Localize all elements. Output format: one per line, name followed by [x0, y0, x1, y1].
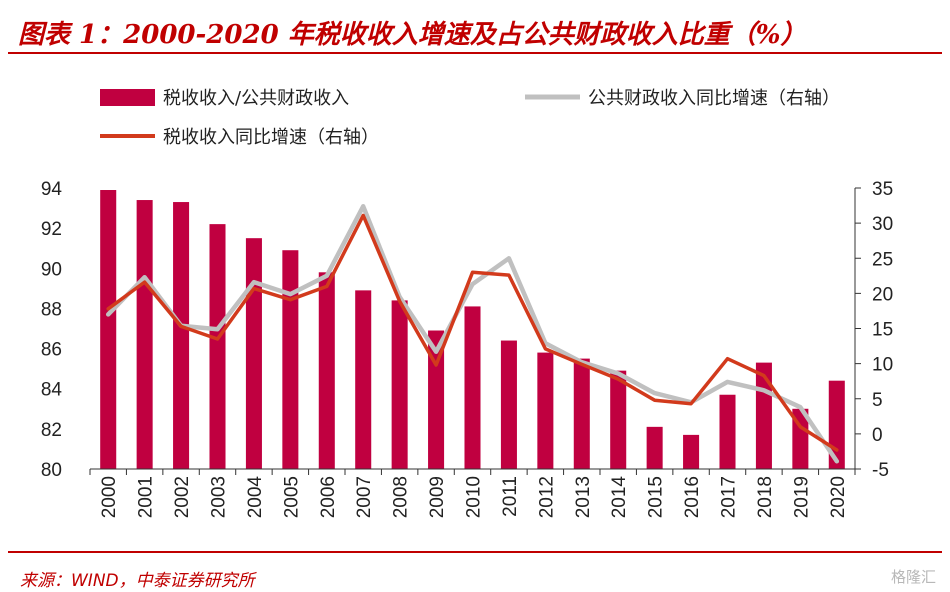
left-tick-label: 92	[41, 219, 62, 240]
right-tick-label: -5	[872, 460, 889, 481]
bar-2000	[100, 190, 117, 469]
left-tick-label: 90	[41, 259, 62, 280]
x-tick-label: 2008	[391, 476, 412, 518]
bar-2007	[355, 290, 372, 469]
left-tick-label: 88	[41, 299, 62, 320]
x-tick-label: 2016	[682, 476, 703, 518]
bar-2012	[537, 352, 554, 469]
x-tick-label: 2005	[281, 476, 302, 518]
chart: 税收收入/公共财政收入 公共财政收入同比增速（右轴） 税收收入同比增速（右轴） …	[41, 88, 893, 518]
x-tick-label: 2002	[172, 476, 193, 518]
bar-2015	[646, 426, 663, 469]
line-series	[105, 204, 840, 464]
x-tick-label: 2004	[245, 476, 266, 519]
x-tick-label: 2003	[209, 476, 230, 518]
x-tick-label: 2001	[136, 476, 157, 518]
tick-labels: 80 82 84 86 88 90 92 94 -5 0 5 10 15 20 25 30 35 2000 2001…	[41, 179, 893, 518]
left-tick-label: 80	[41, 460, 62, 481]
watermark: 格隆汇	[890, 568, 936, 586]
x-tick-label: 2007	[354, 476, 375, 518]
bar-2017	[719, 394, 736, 469]
left-tick-label: 94	[41, 179, 63, 200]
bar-2009	[428, 330, 445, 469]
x-tick-label: 2006	[318, 476, 339, 518]
bar-2001	[136, 200, 153, 470]
x-tick-label: 2019	[791, 476, 812, 518]
left-tick-label: 86	[41, 340, 62, 361]
bar-2008	[391, 300, 408, 469]
bar-2011	[500, 340, 517, 469]
bar-2013	[573, 358, 590, 469]
x-tick-label: 2014	[609, 476, 630, 519]
x-tick-label: 2012	[536, 476, 557, 518]
legend-swatch-ratio	[100, 89, 155, 106]
x-tick-label: 2009	[427, 476, 448, 518]
title-rule	[8, 52, 942, 54]
legend: 税收收入/公共财政收入 公共财政收入同比增速（右轴） 税收收入同比增速（右轴）	[100, 88, 840, 148]
right-tick-label: 25	[872, 249, 893, 270]
right-tick-label: 15	[872, 320, 893, 341]
right-tick-label: 0	[872, 425, 883, 446]
x-tick-label: 2018	[755, 476, 776, 518]
right-tick-label: 10	[872, 355, 893, 376]
x-tick-label: 2011	[500, 476, 521, 517]
x-tick-label: 2010	[464, 476, 485, 518]
x-tick-label: 2020	[828, 476, 849, 518]
right-tick-label: 20	[872, 284, 893, 305]
bar-2014	[610, 370, 627, 469]
right-tick-label: 35	[872, 179, 893, 200]
bar-2010	[464, 306, 481, 469]
bar-2006	[318, 272, 335, 469]
line-fiscal-revenue-growth	[105, 204, 840, 464]
footer-rule	[8, 551, 942, 553]
bar-2016	[683, 434, 700, 469]
x-tick-label: 2015	[646, 476, 667, 518]
x-tick-label: 2000	[99, 476, 120, 518]
line-tax-revenue-growth	[106, 213, 839, 452]
bar-2003	[209, 224, 226, 469]
axes	[89, 187, 861, 475]
x-tick-label: 2017	[719, 476, 740, 518]
bar-2005	[282, 250, 299, 469]
source-note: 来源：WIND，中泰证券研究所	[20, 571, 255, 591]
x-tick-label: 2013	[573, 476, 594, 518]
legend-label-ratio: 税收收入/公共财政收入	[163, 88, 349, 109]
legend-label-fiscal-growth: 公共财政收入同比增速（右轴）	[588, 88, 840, 109]
left-tick-label: 84	[41, 380, 63, 401]
bar-2004	[245, 238, 262, 469]
bar-2002	[173, 202, 190, 470]
left-tick-label: 82	[41, 420, 62, 441]
chart-title: 图表 1：2000-2020 年税收收入增速及占公共财政收入比重（%）	[18, 20, 807, 50]
right-tick-label: 5	[872, 390, 883, 411]
right-tick-label: 30	[872, 214, 893, 235]
legend-label-tax-growth: 税收收入同比增速（右轴）	[163, 127, 379, 148]
